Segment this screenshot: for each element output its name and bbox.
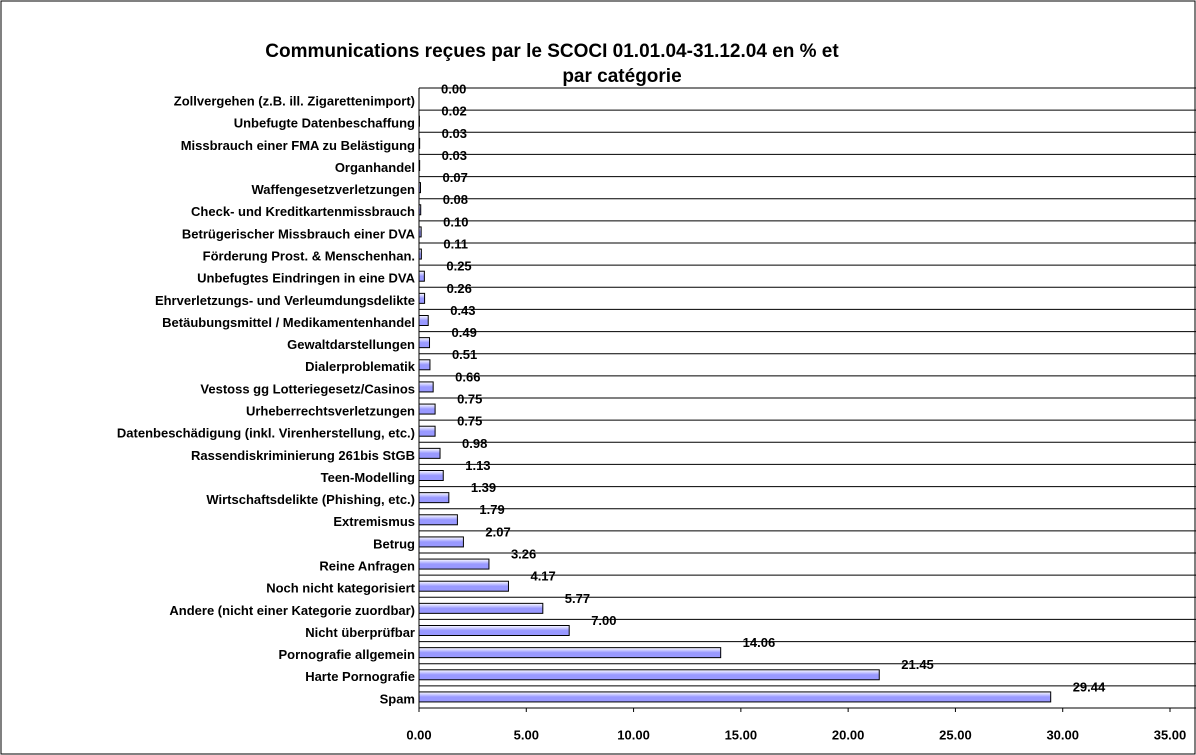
- value-label: 0.49: [452, 325, 477, 340]
- value-label: 3.26: [511, 547, 536, 562]
- value-label: 0.07: [443, 170, 468, 185]
- bar: [418, 270, 425, 282]
- bar: [418, 514, 458, 526]
- bar: [418, 470, 444, 481]
- y-tick-label: Reine Anfragen: [319, 559, 415, 574]
- y-tick-label: Zollvergehen (z.B. ill. Zigarettenimport…: [174, 94, 415, 109]
- bar: [418, 315, 429, 326]
- y-tick-label: Check- und Kreditkartenmissbrauch: [191, 204, 415, 219]
- y-tick-label: Pornografie allgemein: [278, 647, 415, 662]
- value-label: 0.98: [462, 436, 487, 451]
- bar: [418, 359, 431, 371]
- value-label: 0.66: [455, 369, 480, 384]
- x-tick-label: 20.00: [832, 727, 865, 742]
- value-label: 14.06: [743, 635, 776, 650]
- y-tick-label: Nicht überprüfbar: [305, 625, 415, 640]
- y-tick-label: Ehrverletzungs- und Verleumdungsdelikte: [155, 293, 415, 308]
- y-tick-label: Vestoss gg Lotteriegesetz/Casinos: [200, 381, 415, 396]
- y-tick-label: Teen-Modelling: [321, 470, 415, 485]
- y-tick-label: Urheberrechtsverletzungen: [246, 404, 415, 419]
- value-label: 21.45: [901, 657, 934, 672]
- x-tick-label: 25.00: [939, 727, 972, 742]
- bar: [418, 669, 880, 681]
- x-tick-label: 0.00: [406, 727, 431, 742]
- value-label: 7.00: [591, 613, 616, 628]
- bar: [418, 602, 544, 614]
- bar: [418, 137, 421, 149]
- value-label: 0.03: [442, 126, 467, 141]
- bar: [418, 625, 570, 636]
- y-tick-label: Extremismus: [333, 514, 415, 529]
- y-tick-label: Unbefugte Datenbeschaffung: [234, 116, 415, 131]
- value-label: 2.07: [485, 524, 510, 539]
- bar: [418, 580, 509, 592]
- value-label: 0.10: [443, 214, 468, 229]
- x-tick-label: 15.00: [725, 727, 758, 742]
- bar: [418, 160, 421, 171]
- bar: [418, 647, 722, 659]
- bar: [418, 381, 434, 393]
- y-tick-label: Spam: [380, 691, 415, 706]
- value-label: 1.13: [465, 458, 490, 473]
- y-tick-label: Andere (nicht einer Kategorie zuordbar): [169, 603, 415, 618]
- bar: [418, 248, 422, 260]
- bar: [418, 292, 426, 304]
- value-label: 0.00: [441, 82, 466, 97]
- value-label: 0.08: [443, 192, 468, 207]
- value-label: 1.79: [479, 502, 504, 517]
- y-tick-label: Rassendiskriminierung 261bis StGB: [191, 448, 415, 463]
- value-label: 0.75: [457, 392, 482, 407]
- x-tick-label: 35.00: [1154, 727, 1187, 742]
- chart-title: Communications reçues par le SCOCI 01.01…: [265, 41, 839, 62]
- y-tick-label: Betrügerischer Missbrauch einer DVA: [182, 226, 416, 241]
- y-tick-label: Noch nicht kategorisiert: [266, 581, 415, 596]
- value-label: 0.11: [443, 237, 468, 252]
- y-tick-label: Missbrauch einer FMA zu Belästigung: [181, 138, 415, 153]
- bar: [418, 492, 450, 504]
- value-label: 0.03: [442, 148, 467, 163]
- y-tick-label: Unbefugtes Eindringen in eine DVA: [197, 271, 415, 286]
- chart-title: par catégorie: [562, 66, 681, 87]
- bar: [418, 447, 441, 459]
- y-tick-label: Betrug: [373, 536, 415, 551]
- y-tick-label: Wirtschaftsdelikte (Phishing, etc.): [206, 492, 415, 507]
- value-label: 0.43: [450, 303, 475, 318]
- bar: [418, 425, 436, 437]
- value-label: 0.25: [446, 259, 471, 274]
- value-label: 0.51: [452, 347, 477, 362]
- y-tick-label: Datenbeschädigung (inkl. Virenherstellun…: [117, 426, 415, 441]
- value-label: 1.39: [471, 480, 496, 495]
- value-label: 0.26: [447, 281, 472, 296]
- value-label: 0.02: [441, 104, 466, 119]
- y-tick-label: Gewaltdarstellungen: [287, 337, 415, 352]
- bar: [418, 403, 436, 415]
- value-label: 5.77: [565, 591, 590, 606]
- y-tick-label: Dialerproblematik: [305, 359, 416, 374]
- y-tick-label: Harte Pornografie: [305, 669, 415, 684]
- value-label: 29.44: [1073, 679, 1106, 694]
- bar: [418, 536, 464, 548]
- bar: [418, 182, 422, 194]
- bar: [418, 226, 422, 238]
- x-tick-label: 30.00: [1046, 727, 1079, 742]
- y-tick-label: Waffengesetzverletzungen: [252, 182, 416, 197]
- value-label: 0.75: [457, 414, 482, 429]
- x-tick-label: 10.00: [617, 727, 650, 742]
- y-tick-label: Organhandel: [335, 160, 415, 175]
- bar: [418, 204, 422, 216]
- bar: [418, 558, 490, 570]
- bar: [418, 337, 431, 349]
- value-label: 4.17: [530, 569, 555, 584]
- x-tick-label: 5.00: [514, 727, 539, 742]
- y-tick-label: Betäubungsmittel / Medikamentenhandel: [162, 315, 415, 330]
- y-tick-label: Förderung Prost. & Menschenhan.: [203, 249, 415, 264]
- bar: [418, 691, 1052, 703]
